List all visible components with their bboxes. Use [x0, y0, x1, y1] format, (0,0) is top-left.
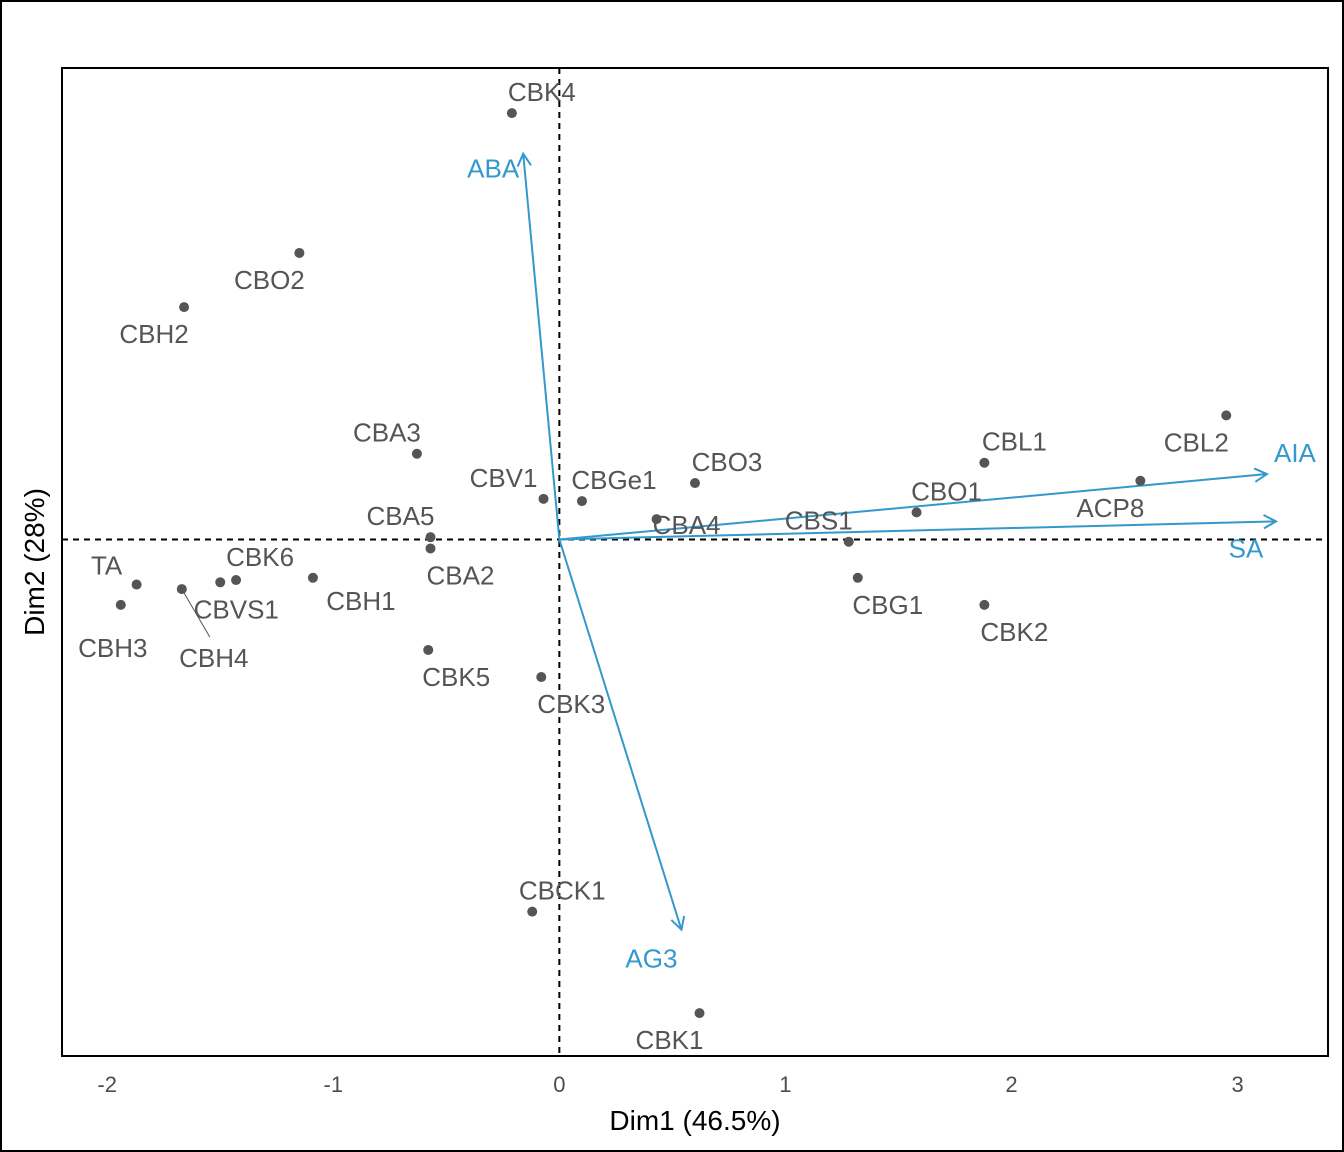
point-cbv1: [538, 493, 549, 504]
point-label-cbh3: CBH3: [78, 633, 147, 663]
vector-aba: [522, 153, 561, 540]
vector-sa: [559, 520, 1277, 541]
point-cbo2: [294, 247, 305, 258]
point-ta: [131, 579, 142, 590]
x-tick-label: -1: [324, 1072, 344, 1097]
point-cbo3: [690, 478, 700, 489]
vector-label-aia: AIA: [1274, 438, 1317, 468]
vector-label-aba: ABA: [467, 154, 520, 184]
leader-line-cbh4: [181, 588, 211, 638]
x-tick-label: 3: [1231, 1072, 1243, 1097]
point-label-cbvs1: CBVS1: [194, 594, 279, 624]
point-label-cbk1: CBK1: [636, 1025, 704, 1055]
vector-aia-arrowhead: [1253, 467, 1270, 483]
point-cbk5: [423, 644, 434, 655]
vector-ag3: [558, 539, 683, 930]
point-label-cbl2: CBL2: [1164, 427, 1229, 457]
point-label-cba3: CBA3: [353, 418, 421, 448]
point-cba3: [411, 448, 422, 459]
point-cbk2: [979, 599, 990, 610]
point-cba4: [651, 514, 662, 525]
plot-panel-border: [61, 67, 1329, 1057]
point-label-acp8: ACP8: [1076, 493, 1144, 523]
variable-vectors: ABA AIA SA AG3: [467, 151, 1317, 974]
point-label-cbh2: CBH2: [119, 319, 188, 349]
point-label-cbv1: CBV1: [470, 463, 538, 493]
x-tick-label: 1: [779, 1072, 791, 1097]
point-label-cbck1: CBCK1: [519, 876, 606, 906]
point-cbk1: [694, 1008, 705, 1019]
point-label-cbh1: CBH1: [326, 586, 395, 616]
vector-aba-arrowhead: [516, 151, 532, 167]
x-tick-label: 2: [1005, 1072, 1017, 1097]
point-label-cbg1: CBG1: [852, 590, 923, 620]
point-cba5: [425, 532, 436, 543]
point-label-cbl1: CBL1: [982, 427, 1047, 457]
point-cbl2: [1221, 410, 1232, 421]
vector-label-sa: SA: [1229, 533, 1264, 563]
x-tick-label: 0: [553, 1072, 565, 1097]
point-cbl1: [979, 457, 990, 468]
point-label-cbs1: CBS1: [785, 506, 853, 536]
reference-lines: [62, 68, 1328, 1056]
point-label-cbk6: CBK6: [226, 542, 294, 572]
point-label-ta: TA: [91, 551, 123, 581]
point-cbh2: [179, 302, 190, 313]
point-cbk6: [231, 575, 242, 586]
vector-ag3-arrowhead: [670, 915, 686, 932]
point-cbk3: [536, 672, 547, 683]
point-cbvs1: [215, 577, 226, 588]
point-label-cba5: CBA5: [367, 501, 435, 531]
point-label-cba2: CBA2: [427, 560, 495, 590]
point-cbge1: [576, 496, 587, 507]
point-cbh3: [115, 599, 126, 610]
point-cbck1: [527, 906, 538, 917]
point-label-cbh4: CBH4: [179, 643, 248, 673]
point-label-cbo3: CBO3: [692, 447, 763, 477]
point-label-cbo2: CBO2: [234, 265, 305, 295]
vector-aia: [559, 473, 1268, 541]
point-cbk4: [506, 108, 517, 119]
point-label-cba4: CBA4: [653, 510, 721, 540]
vector-label-ag3: AG3: [625, 944, 677, 974]
individual-points: CBK4 CBO2 CBH2 CBA3 CBV1 CBGe1 CBO3 CBA5 CBA4 CBA…: [78, 77, 1232, 1055]
point-cbg1: [852, 572, 863, 583]
point-label-cbk2: CBK2: [980, 617, 1048, 647]
point-label-cbk5: CBK5: [422, 662, 490, 692]
point-label-cbk3: CBK3: [537, 689, 605, 719]
x-axis: -2 -1 0 1 2 3: [97, 1072, 1243, 1097]
x-tick-label: -2: [97, 1072, 117, 1097]
point-cbo1: [911, 507, 922, 518]
point-cba2: [425, 543, 436, 554]
point-cbh1: [307, 572, 318, 583]
point-label-cbk4: CBK4: [508, 77, 576, 107]
y-axis-title: Dim2 (28%): [19, 488, 50, 636]
point-label-cbge1: CBGe1: [571, 465, 656, 495]
point-cbs1: [843, 536, 854, 547]
point-label-cbo1: CBO1: [911, 476, 982, 506]
x-axis-title: Dim1 (46.5%): [609, 1105, 780, 1136]
point-acp8: [1135, 475, 1146, 486]
vector-sa-arrowhead: [1263, 514, 1279, 530]
